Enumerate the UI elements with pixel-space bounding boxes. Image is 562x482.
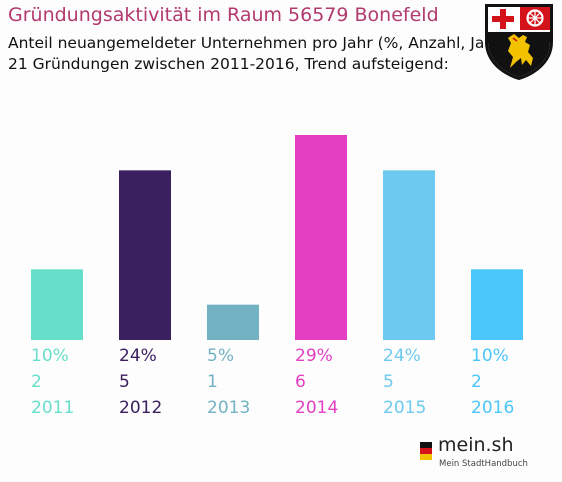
count-label-2011: 2 — [31, 372, 42, 392]
count-label-2016: 2 — [471, 372, 482, 392]
bar-2013 — [207, 304, 259, 340]
value-label-2012: 24% — [119, 346, 157, 366]
logo-text: mein.sh — [438, 434, 514, 456]
year-label-2012: 2012 — [119, 398, 163, 418]
year-label-2011: 2011 — [31, 398, 75, 418]
flag-stripe-gold — [420, 454, 432, 460]
logo-tagline: Mein StadtHandbuch — [439, 459, 528, 469]
bar-chart — [31, 135, 523, 340]
year-label-2015: 2015 — [383, 398, 427, 418]
coat-of-arms-icon — [485, 4, 553, 80]
year-label-2013: 2013 — [207, 398, 251, 418]
count-label-2015: 5 — [383, 372, 394, 392]
bar-2014 — [295, 135, 347, 340]
brand-logo: mein.sh Mein StadtHandbuch — [416, 432, 528, 476]
bar-2015 — [383, 170, 435, 340]
year-label-2014: 2014 — [295, 398, 339, 418]
value-label-2015: 24% — [383, 346, 421, 366]
count-label-2012: 5 — [119, 372, 130, 392]
value-label-2014: 29% — [295, 346, 333, 366]
value-label-2011: 10% — [31, 346, 69, 366]
bar-2011 — [31, 269, 83, 340]
chart-subtitle-1: Anteil neuangemeldeter Unternehmen pro J… — [8, 34, 507, 52]
value-label-2013: 5% — [207, 346, 234, 366]
value-label-2016: 10% — [471, 346, 509, 366]
count-label-2014: 6 — [295, 372, 306, 392]
year-label-2016: 2016 — [471, 398, 515, 418]
chart-subtitle-2: 21 Gründungen zwischen 2011-2016, Trend … — [8, 55, 449, 73]
flag-stripe-red — [420, 448, 432, 454]
flag-stripe-black — [420, 442, 432, 448]
count-label-2013: 1 — [207, 372, 218, 392]
bar-2012 — [119, 170, 171, 340]
bar-2016 — [471, 269, 523, 340]
chart-title: Gründungsaktivität im Raum 56579 Bonefel… — [8, 4, 439, 26]
